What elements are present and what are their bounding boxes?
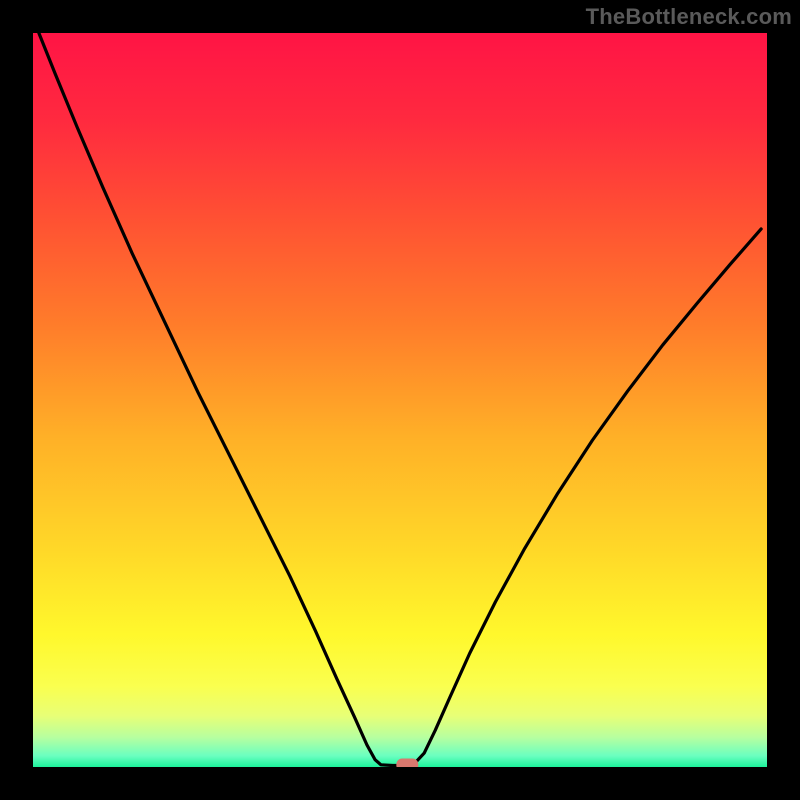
chart-svg bbox=[33, 33, 767, 767]
chart-frame: TheBottleneck.com bbox=[0, 0, 800, 800]
optimal-point-marker bbox=[396, 759, 418, 767]
gradient-background bbox=[33, 33, 767, 767]
watermark-text: TheBottleneck.com bbox=[586, 4, 792, 30]
plot-area bbox=[33, 33, 767, 767]
